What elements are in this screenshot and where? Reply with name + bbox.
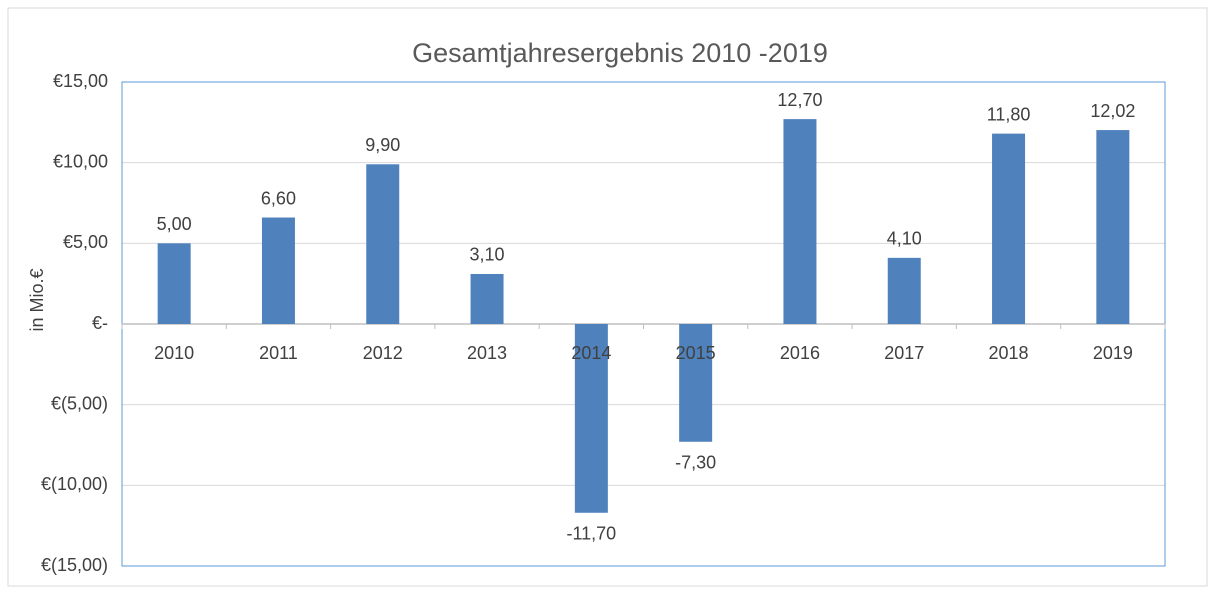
x-tick-label: 2012 xyxy=(363,343,403,363)
data-label: 3,10 xyxy=(470,245,505,265)
x-tick-label: 2019 xyxy=(1093,343,1133,363)
x-tick-label: 2016 xyxy=(780,343,820,363)
data-label: -7,30 xyxy=(675,453,716,473)
x-tick-label: 2017 xyxy=(884,343,924,363)
y-tick-label: €5,00 xyxy=(63,232,108,252)
y-tick-label: €(15,00) xyxy=(41,555,108,575)
bar xyxy=(992,133,1026,324)
y-tick-label: €15,00 xyxy=(53,71,108,91)
x-tick-label: 2013 xyxy=(467,343,507,363)
data-label: 4,10 xyxy=(887,229,922,249)
y-tick-label: €- xyxy=(92,313,108,333)
y-tick-label: €(5,00) xyxy=(51,393,108,413)
data-label: 6,60 xyxy=(261,188,296,208)
data-label: 12,02 xyxy=(1090,101,1135,121)
bar xyxy=(783,119,817,325)
x-tick-label: 2010 xyxy=(154,343,194,363)
data-label: 5,00 xyxy=(157,214,192,234)
data-label: 12,70 xyxy=(777,90,822,110)
bar xyxy=(366,164,400,324)
x-tick-label: 2011 xyxy=(259,343,298,363)
x-tick-label: 2015 xyxy=(676,343,716,363)
data-label: -11,70 xyxy=(566,524,616,544)
bar xyxy=(1096,130,1130,324)
data-label: 9,90 xyxy=(365,135,400,155)
data-label: 11,80 xyxy=(987,104,1031,124)
x-tick-label: 2018 xyxy=(989,343,1029,363)
bar xyxy=(470,273,504,324)
bar xyxy=(261,217,295,324)
y-axis-label: in Mio.€ xyxy=(27,268,47,331)
x-tick-label: 2014 xyxy=(571,343,611,363)
bar xyxy=(887,257,921,324)
bar xyxy=(679,324,713,442)
y-tick-label: €10,00 xyxy=(53,151,108,171)
chart-title: Gesamtjahresergebnis 2010 -2019 xyxy=(412,38,828,68)
y-tick-label: €(10,00) xyxy=(41,474,108,494)
bar xyxy=(157,243,191,324)
bar xyxy=(574,324,608,513)
